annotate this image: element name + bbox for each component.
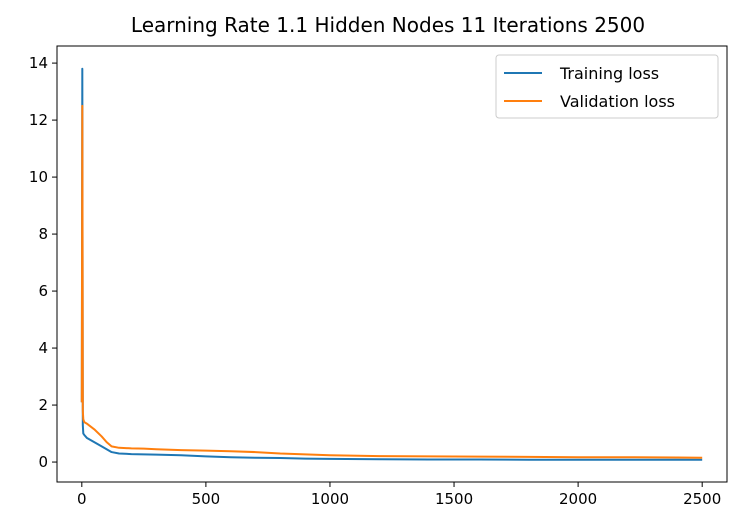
x-tick-label: 2500 [683,490,721,508]
x-axis: 0 500 1000 1500 2000 2500 [77,482,721,508]
y-tick-label: 12 [29,111,48,129]
y-tick-label: 14 [29,54,48,72]
y-axis: 0 2 4 6 8 10 12 14 [29,54,57,471]
series-line-validation-loss [80,104,703,459]
legend: Training loss Validation loss [495,54,719,119]
plot-area [56,45,728,483]
chart-title: Learning Rate 1.1 Hidden Nodes 11 Iterat… [131,13,645,37]
y-tick-label: 8 [38,225,48,243]
legend-label: Training loss [559,64,659,83]
x-tick-label: 500 [192,490,221,508]
series-line-training-loss [80,67,703,461]
y-tick-label: 2 [38,396,48,414]
y-tick-label: 10 [29,168,48,186]
y-tick-label: 4 [38,339,48,357]
x-tick-label: 0 [77,490,87,508]
y-tick-label: 6 [38,282,48,300]
series-layer [80,67,703,461]
x-tick-label: 1500 [435,490,473,508]
x-tick-label: 2000 [559,490,597,508]
legend-box [495,54,719,119]
x-tick-label: 1000 [311,490,349,508]
y-tick-label: 0 [38,453,48,471]
axes-frame [56,45,728,483]
legend-label: Validation loss [560,92,675,111]
